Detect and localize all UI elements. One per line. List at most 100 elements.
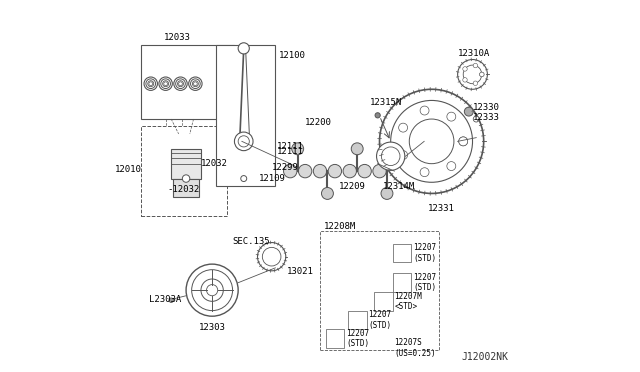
Text: 12207
(STD): 12207 (STD): [346, 329, 369, 348]
Text: -12032: -12032: [168, 185, 200, 194]
Circle shape: [238, 136, 250, 147]
Circle shape: [375, 113, 380, 118]
Circle shape: [458, 60, 488, 89]
Circle shape: [465, 107, 473, 116]
Circle shape: [182, 175, 190, 182]
Text: 12109: 12109: [259, 174, 285, 183]
Text: 12331: 12331: [428, 204, 455, 213]
Text: 12209: 12209: [339, 182, 365, 190]
Circle shape: [351, 143, 363, 155]
Circle shape: [191, 79, 200, 89]
Text: J12002NK: J12002NK: [461, 352, 508, 362]
Text: 12033: 12033: [164, 33, 191, 42]
Circle shape: [159, 77, 172, 90]
Circle shape: [447, 161, 456, 170]
Circle shape: [179, 82, 182, 86]
Circle shape: [149, 82, 152, 86]
Circle shape: [191, 270, 232, 311]
Text: 12111: 12111: [277, 147, 304, 156]
Circle shape: [169, 298, 173, 302]
Circle shape: [463, 78, 467, 82]
Bar: [141, 45, 234, 119]
Circle shape: [193, 81, 198, 87]
Circle shape: [174, 77, 187, 90]
Circle shape: [459, 137, 468, 146]
Bar: [392, 273, 411, 292]
Circle shape: [380, 89, 484, 193]
Bar: [141, 126, 227, 216]
Circle shape: [148, 81, 154, 87]
Text: 12299: 12299: [271, 163, 298, 172]
Circle shape: [193, 82, 197, 86]
Bar: [216, 45, 275, 186]
Text: 12303: 12303: [199, 323, 226, 332]
Circle shape: [186, 264, 238, 316]
Circle shape: [473, 81, 477, 86]
Circle shape: [207, 285, 218, 296]
Circle shape: [473, 63, 477, 68]
Text: 12314M: 12314M: [383, 182, 415, 190]
Text: SEC.135: SEC.135: [232, 237, 270, 246]
Bar: [172, 149, 201, 179]
Circle shape: [381, 147, 400, 166]
Bar: [173, 179, 199, 197]
Circle shape: [146, 79, 156, 89]
Text: 12330: 12330: [472, 103, 499, 112]
Circle shape: [292, 143, 303, 155]
Text: 13021: 13021: [287, 267, 314, 276]
Text: 12333: 12333: [472, 113, 499, 122]
Circle shape: [164, 82, 168, 86]
Circle shape: [410, 119, 454, 164]
Text: 12310A: 12310A: [458, 49, 490, 58]
Circle shape: [238, 43, 250, 54]
Circle shape: [262, 247, 281, 266]
Circle shape: [376, 142, 405, 170]
Text: 12200: 12200: [305, 118, 332, 127]
Text: 12207
(STD): 12207 (STD): [369, 310, 392, 330]
Bar: [348, 311, 367, 329]
Circle shape: [234, 132, 253, 151]
Text: 12111: 12111: [277, 142, 304, 151]
Circle shape: [399, 151, 408, 160]
Text: 12315N: 12315N: [370, 98, 403, 107]
Text: L2303A: L2303A: [149, 295, 181, 304]
Text: 12207
(STD): 12207 (STD): [413, 243, 436, 263]
Circle shape: [463, 65, 482, 84]
Bar: [326, 329, 344, 348]
Circle shape: [390, 100, 472, 182]
Bar: [374, 292, 392, 311]
Circle shape: [201, 279, 223, 301]
Text: 12208M: 12208M: [324, 222, 356, 231]
Circle shape: [163, 81, 168, 87]
Text: 12010: 12010: [115, 165, 141, 174]
Text: 12207M
<STD>: 12207M <STD>: [394, 292, 422, 311]
Circle shape: [463, 67, 467, 71]
Circle shape: [373, 164, 386, 178]
Circle shape: [298, 164, 312, 178]
Circle shape: [161, 79, 170, 89]
Circle shape: [420, 168, 429, 177]
Circle shape: [314, 164, 326, 178]
Text: 12032: 12032: [201, 159, 228, 168]
Text: 12207S
(US=0.25): 12207S (US=0.25): [394, 338, 436, 357]
Circle shape: [144, 77, 157, 90]
Text: 12100: 12100: [279, 51, 306, 60]
Circle shape: [177, 81, 184, 87]
Circle shape: [473, 116, 479, 122]
Circle shape: [284, 164, 297, 178]
Circle shape: [479, 72, 484, 77]
Circle shape: [358, 164, 371, 178]
Circle shape: [399, 123, 408, 132]
Circle shape: [241, 176, 246, 182]
Circle shape: [189, 77, 202, 90]
Circle shape: [328, 164, 342, 178]
Bar: [392, 244, 411, 262]
Circle shape: [459, 137, 468, 146]
Circle shape: [447, 112, 456, 121]
Circle shape: [257, 243, 286, 271]
Circle shape: [479, 72, 484, 77]
Circle shape: [321, 187, 333, 199]
Circle shape: [420, 106, 429, 115]
Text: 12207
(STD): 12207 (STD): [413, 273, 436, 292]
Circle shape: [343, 164, 356, 178]
